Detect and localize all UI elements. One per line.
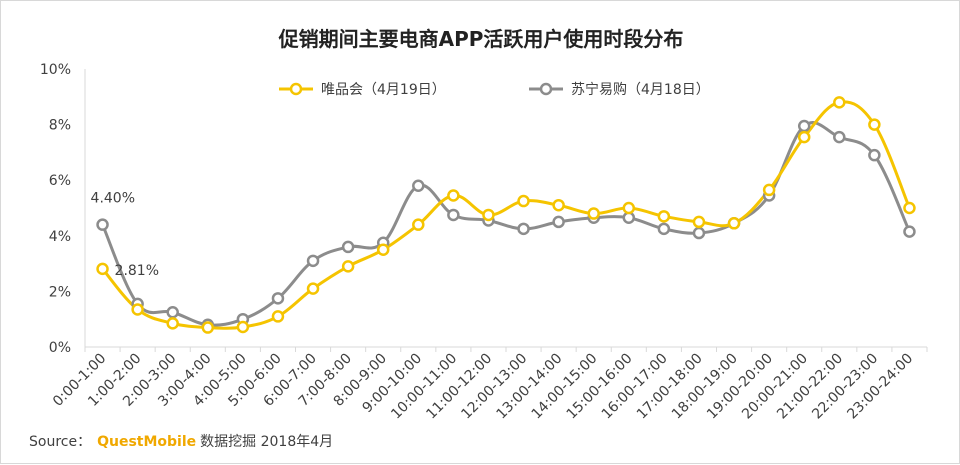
legend-label: 唯品会（4月19日） — [321, 82, 446, 98]
data-point-0 — [96, 262, 109, 276]
data-point-0 — [797, 130, 811, 144]
y-tick-label: 0% — [49, 340, 71, 356]
y-tick-label: 4% — [49, 229, 71, 245]
data-point-0 — [236, 320, 250, 334]
legend-swatch-marker — [539, 82, 553, 96]
data-point-1 — [903, 225, 916, 238]
data-point-0 — [376, 243, 390, 256]
data-point-1 — [517, 222, 530, 236]
data-point-0 — [833, 96, 846, 109]
source-label: Source： — [29, 434, 92, 450]
data-point-1 — [692, 226, 706, 240]
data-point-0 — [552, 198, 565, 212]
data-label: 4.40% — [91, 191, 135, 207]
legend-label: 苏宁易购（4月18日） — [571, 81, 710, 98]
data-point-1 — [657, 222, 671, 236]
data-point-1 — [166, 306, 179, 319]
data-point-1 — [306, 254, 320, 268]
source-text: 数据挖掘 2018年4月 — [200, 434, 334, 450]
data-point-0 — [762, 183, 776, 197]
data-point-1 — [96, 218, 109, 231]
data-point-0 — [622, 201, 636, 215]
data-label: 2.81% — [115, 263, 159, 279]
series-line-0 — [101, 100, 911, 330]
data-point-0 — [482, 208, 495, 222]
data-point-1 — [447, 208, 460, 222]
source-note: Source： QuestMobile 数据挖掘 2018年4月 — [29, 431, 333, 451]
data-point-0 — [727, 217, 741, 230]
data-point-0 — [657, 210, 671, 223]
data-point-0 — [306, 282, 320, 295]
data-point-1 — [868, 148, 881, 162]
data-point-1 — [412, 179, 425, 193]
data-point-0 — [517, 194, 530, 208]
data-point-1 — [797, 119, 811, 133]
data-point-0 — [903, 201, 916, 215]
data-point-0 — [868, 118, 881, 131]
y-tick-label: 10% — [40, 62, 71, 78]
y-tick-label: 8% — [49, 118, 71, 134]
chart-title: 促销期间主要电商APP活跃用户使用时段分布 — [278, 27, 684, 51]
data-point-0 — [166, 317, 179, 330]
data-point-0 — [341, 260, 355, 273]
data-point-1 — [552, 215, 565, 229]
data-point-0 — [447, 189, 460, 202]
y-tick-label: 2% — [49, 284, 71, 300]
data-point-1 — [833, 130, 846, 144]
data-point-0 — [131, 303, 144, 316]
legend-swatch-marker — [289, 82, 303, 96]
data-point-0 — [201, 321, 215, 334]
data-point-0 — [587, 207, 600, 220]
series-line-1 — [101, 121, 911, 327]
data-point-0 — [692, 215, 706, 229]
data-point-1 — [341, 240, 355, 254]
y-tick-label: 6% — [49, 173, 71, 189]
data-point-1 — [271, 292, 285, 305]
source-brand: QuestMobile — [97, 434, 197, 450]
data-point-0 — [271, 310, 285, 323]
data-point-0 — [412, 218, 425, 231]
